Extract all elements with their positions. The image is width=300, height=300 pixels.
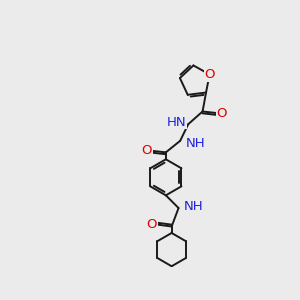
Text: O: O <box>147 218 157 231</box>
Text: O: O <box>204 68 215 81</box>
Text: HN: HN <box>167 116 186 129</box>
Text: NH: NH <box>184 200 203 213</box>
Text: O: O <box>216 107 227 120</box>
Text: O: O <box>142 144 152 157</box>
Text: NH: NH <box>185 137 205 150</box>
